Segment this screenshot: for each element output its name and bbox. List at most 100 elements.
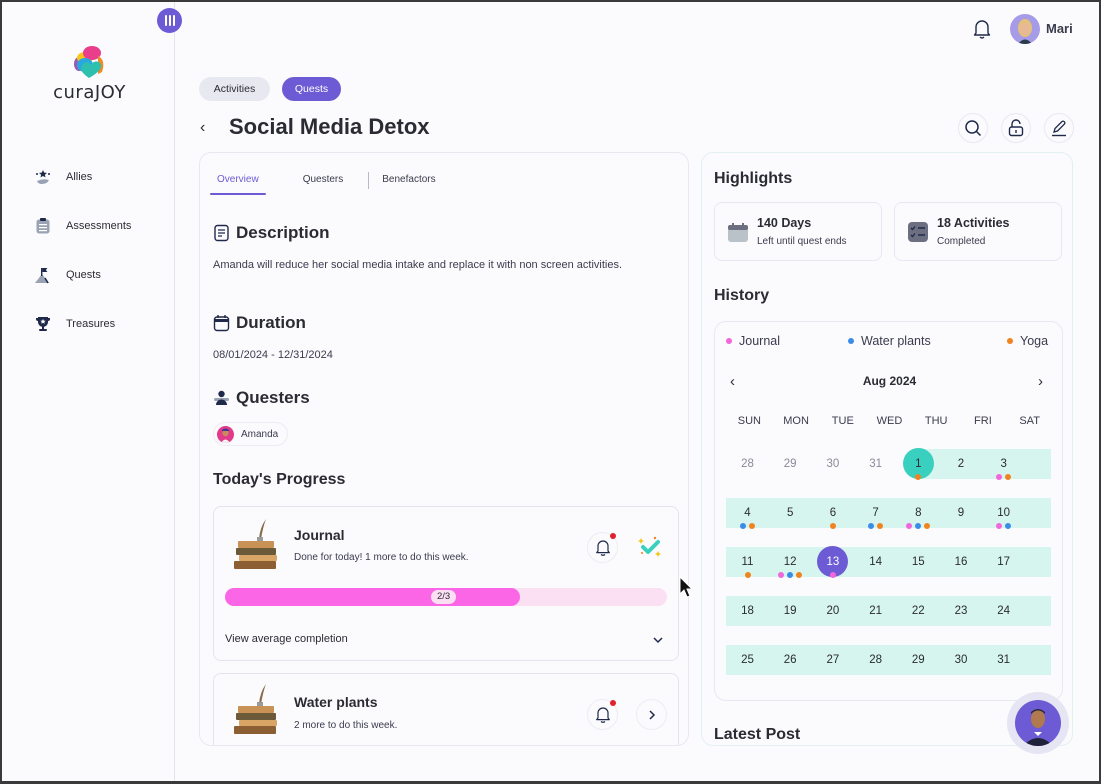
calendar-day[interactable]: 28 [741,458,754,470]
calendar-day[interactable]: 19 [783,605,797,617]
calendar-day[interactable]: 31 [869,458,882,470]
calendar-day[interactable]: 22 [911,605,925,617]
sidebar-item-allies[interactable]: Allies [34,152,131,201]
sidebar-item-label: Assessments [66,219,132,232]
calendar-week: 18 19 20 21 22 23 24 [726,596,1051,626]
quester-chip-amanda[interactable]: Amanda [213,422,289,446]
sidebar: curaJOY [2,2,175,781]
edit-icon [1052,120,1066,137]
calendar-day[interactable]: 30 [954,654,968,666]
avatar [217,425,234,443]
calendar-week: 25 26 27 28 29 30 31 [726,645,1051,675]
activity-card-water-plants: Water plants 2 more to do this week. [213,673,679,745]
view-average-completion-toggle[interactable]: View average completion [225,633,348,645]
prev-month-button[interactable]: ‹ [730,373,735,390]
tab-overview[interactable]: Overview [210,174,266,195]
pill-quests[interactable]: Quests [282,77,341,101]
calendar-day[interactable]: 20 [826,605,840,617]
calendar-day[interactable]: 10 [982,498,1025,529]
calendar-day[interactable]: 24 [997,605,1011,617]
calendar-day[interactable]: 12 [769,547,812,578]
unlock-button[interactable] [1001,113,1031,143]
next-month-button[interactable]: › [1038,373,1043,390]
sidebar-item-assessments[interactable]: Assessments [34,201,131,250]
highlight-title: 140 Days [757,216,812,230]
legend-item-journal: Journal [726,334,780,348]
highlight-subtitle: Completed [937,236,986,247]
weekday-label: THU [924,415,948,427]
search-icon [965,120,982,137]
calendar-day[interactable]: 15 [911,556,925,568]
history-calendar: Journal Water plants Yoga ‹ Aug 2024 › S… [714,321,1063,701]
activity-dots [982,523,1025,529]
activity-dots [897,474,940,480]
tab-questers[interactable]: Questers [302,173,344,185]
search-button[interactable] [958,113,988,143]
user-name[interactable]: Mari [1046,21,1073,36]
calendar-day[interactable]: 29 [783,458,797,470]
edit-button[interactable] [1044,113,1074,143]
assistant-avatar-button[interactable] [1007,692,1069,754]
calendar-day[interactable]: 8 [897,498,940,529]
calendar-day[interactable]: 25 [741,654,754,666]
unlock-icon [1008,119,1024,137]
highlight-title: 18 Activities [937,216,1010,230]
progress-bar: 2/3 [225,588,667,606]
calendar-day[interactable]: 6 [811,498,854,529]
today-marker [817,546,849,577]
calendar-day[interactable]: 21 [869,605,882,617]
calendar-day[interactable]: 23 [954,605,968,617]
progress-fill [225,588,520,606]
calendar-day[interactable]: 18 [741,605,754,617]
avatar [1015,700,1061,746]
user-avatar[interactable] [1010,14,1040,44]
sidebar-item-label: Allies [66,170,93,183]
calendar-day[interactable]: 9 [957,507,965,519]
calendar-day[interactable]: 29 [911,654,925,666]
calendar-day[interactable]: 1 [897,448,940,480]
calendar-day[interactable]: 7 [854,498,897,529]
bell-icon [595,706,610,723]
trophy-icon [34,315,52,333]
calendar-day[interactable]: 26 [783,654,797,666]
open-activity-button[interactable] [636,699,667,730]
sidebar-collapse-button[interactable] [157,8,182,33]
books-quill-icon [234,684,277,734]
notifications-bell-icon[interactable] [972,18,992,40]
calendar-day[interactable]: 17 [997,556,1011,568]
activity-dots [726,523,769,529]
todays-progress-heading: Today's Progress [213,471,346,488]
activity-card-journal: Journal Done for today! 1 more to do thi… [213,506,679,661]
activity-subtitle: Done for today! 1 more to do this week. [294,552,469,563]
calendar-day[interactable]: 2 [957,458,965,470]
calendar-day[interactable]: 16 [954,556,968,568]
activity-dots [811,523,854,529]
sidebar-item-quests[interactable]: Quests [34,250,131,299]
legend-dot [726,338,732,344]
calendar-day[interactable]: 3 [982,449,1025,480]
legend-item-yoga: Yoga [1007,334,1048,348]
calendar-day[interactable]: 4 [726,498,769,529]
calendar-day[interactable]: 5 [786,507,794,519]
reminder-button[interactable] [587,699,618,730]
calendar-day[interactable]: 27 [826,654,840,666]
calendar-legend: Journal Water plants Yoga [726,334,1062,350]
chevron-down-icon[interactable] [652,633,664,651]
calendar-day[interactable]: 11 [726,547,769,578]
calendar-day[interactable]: 13 [811,546,854,578]
calendar-day[interactable]: 14 [869,556,882,568]
sidebar-item-treasures[interactable]: Treasures [34,299,131,348]
reminder-button[interactable] [587,532,618,563]
back-chevron-icon[interactable]: ‹ [200,119,206,136]
legend-dot [848,338,854,344]
tab-benefactors[interactable]: Benefactors [382,173,436,185]
calendar-week: 28 29 30 31 1 2 3 [726,448,1051,480]
calendar-day[interactable]: 30 [826,458,840,470]
pill-activities[interactable]: Activities [199,77,270,101]
sidebar-nav: Allies Assessments Quests Treasures [34,152,131,348]
calendar-day[interactable]: 31 [997,654,1011,666]
curajoy-logo[interactable]: curaJOY [52,42,127,103]
calendar-day[interactable]: 28 [869,654,882,666]
bell-icon [595,539,610,556]
